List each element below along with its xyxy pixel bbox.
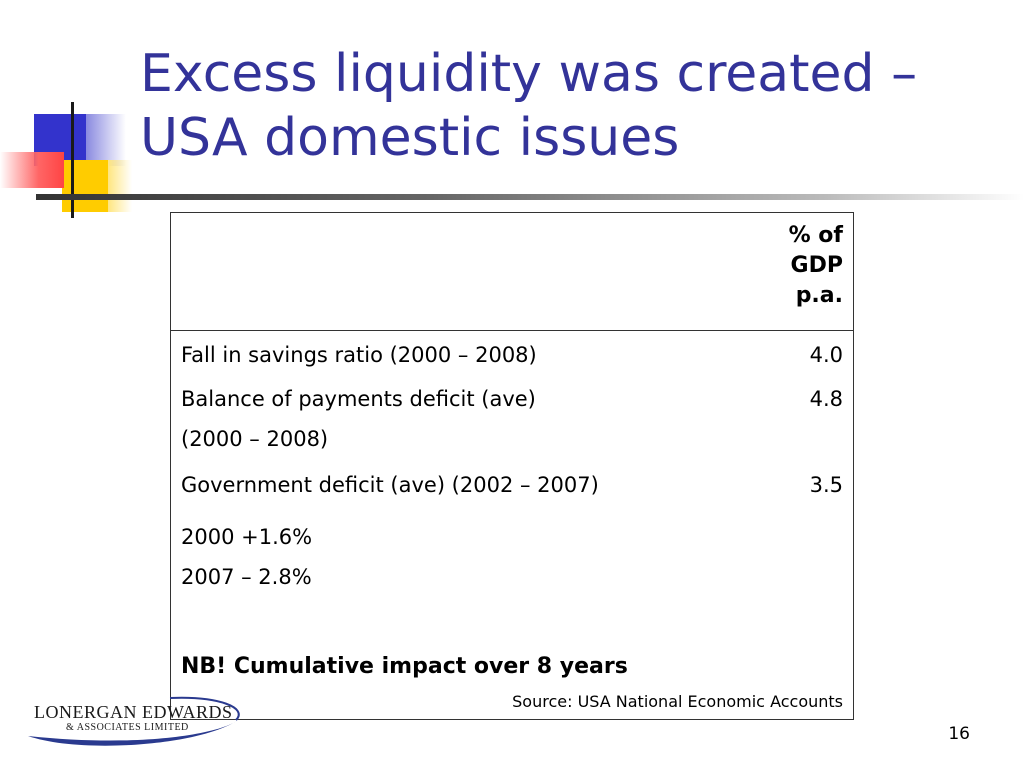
column-header-gdp: % of GDP p.a. — [743, 221, 843, 311]
note-text: 2000 +1.6% — [181, 525, 313, 549]
table-header: % of GDP p.a. — [171, 213, 853, 331]
data-table: % of GDP p.a. Fall in savings ratio (200… — [170, 212, 854, 720]
decor-vertical-line — [71, 102, 74, 218]
logo-swoosh-icon — [28, 696, 240, 746]
row-value: 3.5 — [809, 473, 843, 497]
decor-yellow-fade — [108, 160, 132, 212]
decor-blue-fade — [86, 114, 126, 166]
header-line: p.a. — [795, 283, 843, 308]
row-value: 4.0 — [809, 343, 843, 367]
logo-sub-text: & ASSOCIATES LIMITED — [66, 722, 189, 733]
row-label-continued: (2000 – 2008) — [181, 427, 329, 451]
source-citation: Source: USA National Economic Accounts — [512, 692, 843, 711]
decor-red-bar — [0, 152, 64, 188]
header-line: % of — [788, 223, 843, 248]
title-line-1: Excess liquidity was created – — [140, 44, 918, 104]
decor-yellow-square — [62, 160, 108, 212]
title-underline — [36, 194, 1024, 200]
row-label: Balance of payments deficit (ave) — [181, 387, 536, 411]
row-value: 4.8 — [809, 387, 843, 411]
slide-title: Excess liquidity was created – USA domes… — [140, 42, 1000, 170]
title-line-2: USA domestic issues — [140, 108, 680, 168]
page-number: 16 — [948, 724, 970, 744]
row-label: Government deficit (ave) (2002 – 2007) — [181, 473, 599, 497]
logo-main-text: LONERGAN EDWARDS — [34, 702, 233, 722]
header-line: GDP — [790, 253, 843, 278]
note-text: 2007 – 2.8% — [181, 565, 312, 589]
row-label: Fall in savings ratio (2000 – 2008) — [181, 343, 537, 367]
company-logo: LONERGAN EDWARDS & ASSOCIATES LIMITED — [20, 690, 250, 750]
nb-text: NB! Cumulative impact over 8 years — [181, 654, 628, 679]
